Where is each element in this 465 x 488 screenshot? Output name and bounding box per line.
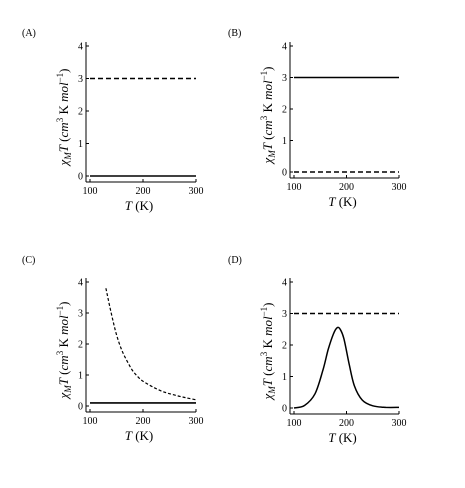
t-symbol: T: [260, 142, 275, 150]
y-tick-label: 4: [282, 278, 287, 289]
x-tick-label: 300: [392, 418, 407, 429]
unit-close: ): [260, 302, 275, 306]
x-axis-label: T (K): [125, 198, 154, 213]
y-tick-label: 0: [282, 168, 287, 179]
x-axis-label: T (K): [328, 430, 357, 445]
unit-close: ): [260, 66, 275, 70]
x-tick-label: 200: [136, 416, 151, 427]
x-tick-label: 200: [136, 186, 151, 197]
unit-mol-exp: −1: [259, 71, 269, 81]
x-t-symbol: T: [125, 198, 133, 213]
unit-mol-exp: −1: [259, 307, 269, 317]
x-t-symbol: T: [328, 194, 336, 209]
panel-label: (C): [22, 255, 35, 266]
x-unit: (K): [335, 194, 356, 209]
series-line-dashed: [105, 288, 197, 401]
unit-cm: cm: [260, 120, 275, 135]
unit-cm: cm: [56, 355, 71, 370]
unit-cm-exp: 3: [259, 115, 269, 120]
y-tick-label: 1: [78, 371, 83, 382]
chi-subscript: M: [267, 150, 277, 159]
y-tick-label: 1: [78, 139, 83, 150]
unit-k: K: [56, 335, 71, 351]
t-symbol: T: [260, 378, 275, 386]
x-tick-label: 300: [189, 186, 204, 197]
y-tick-label: 4: [78, 278, 83, 289]
y-tick-label: 1: [282, 136, 287, 147]
y-tick-label: 3: [282, 73, 287, 84]
y-tick-label: 3: [78, 74, 83, 85]
chi-symbol: χ: [260, 158, 275, 166]
y-tick-label: 3: [78, 309, 83, 320]
unit-k: K: [260, 336, 275, 352]
chi-subscript: M: [267, 386, 277, 395]
unit-open: (: [260, 135, 275, 143]
chi-symbol: χ: [56, 393, 71, 401]
chi-subscript: M: [63, 385, 73, 394]
unit-cm-exp: 3: [259, 351, 269, 356]
unit-mol: mol: [260, 316, 275, 336]
x-tick-label: 200: [339, 418, 354, 429]
y-tick-label: 1: [282, 372, 287, 383]
panel-label: (A): [22, 28, 36, 39]
x-unit: (K): [132, 198, 153, 213]
unit-mol: mol: [56, 82, 71, 102]
panel-label: (B): [228, 28, 241, 39]
t-symbol: T: [56, 377, 71, 385]
y-tick-label: 0: [78, 402, 83, 413]
unit-k: K: [260, 100, 275, 116]
unit-mol: mol: [56, 315, 71, 335]
y-tick-label: 0: [78, 172, 83, 183]
y-axis-label: χMT (cm3 K mol−1): [55, 301, 73, 400]
unit-open: (: [260, 371, 275, 379]
panel-label: (D): [228, 255, 242, 266]
unit-mol: mol: [260, 80, 275, 100]
y-tick-label: 2: [78, 340, 83, 351]
y-axis-label: χMT (cm3 K mol−1): [259, 66, 277, 165]
x-axis-label: T (K): [125, 428, 154, 443]
x-tick-label: 100: [287, 182, 302, 193]
x-tick-label: 100: [287, 418, 302, 429]
unit-cm: cm: [56, 122, 71, 137]
x-tick-label: 300: [189, 416, 204, 427]
unit-cm: cm: [260, 356, 275, 371]
x-axis-label: T (K): [328, 194, 357, 209]
y-tick-label: 4: [78, 42, 83, 53]
chi-subscript: M: [63, 152, 73, 161]
y-axis-label: χMT (cm3 K mol−1): [55, 68, 73, 167]
x-tick-label: 300: [392, 182, 407, 193]
unit-close: ): [56, 68, 71, 72]
unit-cm-exp: 3: [55, 350, 65, 355]
y-tick-label: 0: [282, 404, 287, 415]
x-t-symbol: T: [125, 428, 133, 443]
t-symbol: T: [56, 144, 71, 152]
x-unit: (K): [132, 428, 153, 443]
y-tick-label: 2: [282, 341, 287, 352]
chi-symbol: χ: [56, 160, 71, 168]
unit-cm-exp: 3: [55, 117, 65, 122]
unit-mol-exp: −1: [55, 306, 65, 316]
unit-open: (: [56, 137, 71, 145]
y-tick-label: 4: [282, 42, 287, 53]
x-unit: (K): [335, 430, 356, 445]
chi-symbol: χ: [260, 394, 275, 402]
y-tick-label: 3: [282, 309, 287, 320]
series-line-solid: [293, 326, 400, 409]
unit-mol-exp: −1: [55, 73, 65, 83]
unit-close: ): [56, 301, 71, 305]
x-t-symbol: T: [328, 430, 336, 445]
x-tick-label: 200: [339, 182, 354, 193]
unit-k: K: [56, 102, 71, 118]
unit-open: (: [56, 370, 71, 378]
x-tick-label: 100: [83, 416, 98, 427]
y-tick-label: 2: [282, 105, 287, 116]
y-axis-label: χMT (cm3 K mol−1): [259, 302, 277, 401]
x-tick-label: 100: [83, 186, 98, 197]
y-tick-label: 2: [78, 107, 83, 118]
